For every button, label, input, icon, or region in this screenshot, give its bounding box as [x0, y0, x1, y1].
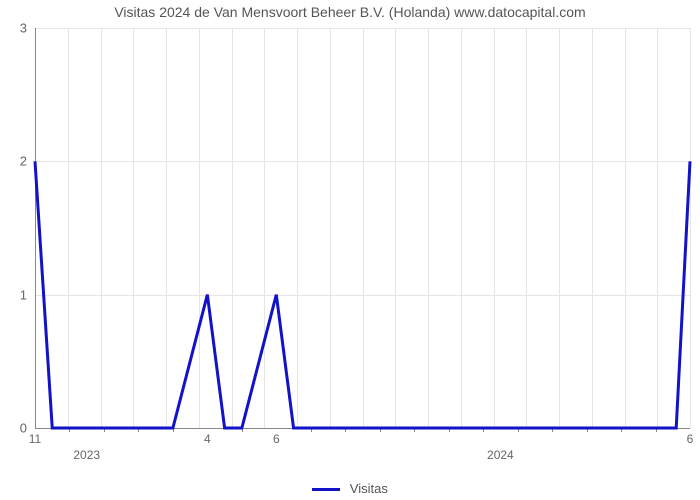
visits-chart: Visitas 2024 de Van Mensvoort Beheer B.V…	[0, 0, 700, 500]
y-axis-tick-label: 1	[20, 287, 35, 302]
x-axis-year-label: 2023	[73, 428, 100, 462]
x-axis-tick-label: 11	[29, 428, 41, 446]
legend-swatch	[312, 488, 340, 491]
plot-area: 01231146620232024	[35, 28, 690, 428]
x-axis-tick-label: 6	[687, 428, 694, 446]
chart-title: Visitas 2024 de Van Mensvoort Beheer B.V…	[0, 4, 700, 20]
y-axis-tick-label: 3	[20, 21, 35, 36]
x-axis-tick-label: 4	[204, 428, 211, 446]
visits-series-line	[35, 161, 690, 428]
x-axis-year-label: 2024	[487, 428, 514, 462]
x-axis-tick-label: 6	[273, 428, 280, 446]
legend-label: Visitas	[350, 481, 388, 496]
gridline-vertical	[690, 28, 691, 428]
chart-legend: Visitas	[0, 481, 700, 496]
y-axis-tick-label: 2	[20, 154, 35, 169]
line-series-layer	[35, 28, 690, 428]
